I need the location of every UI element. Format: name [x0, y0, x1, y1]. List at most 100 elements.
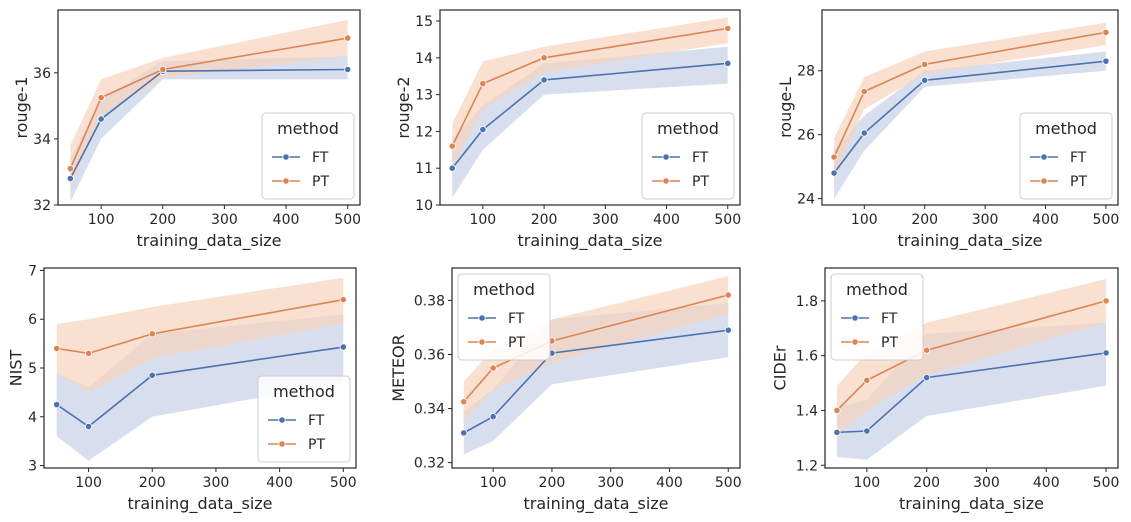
legend-swatch-marker [662, 153, 670, 161]
legend-label-ft: FT [881, 311, 898, 327]
series-line-ft [833, 60, 1107, 174]
y-tick-label: 28 [797, 64, 815, 80]
y-tick-label: 32 [33, 198, 51, 214]
data-point-ft [1102, 349, 1110, 357]
x-tick-label: 100 [75, 475, 102, 491]
legend-swatch-marker [478, 314, 486, 322]
y-tick-label: 1.2 [796, 458, 818, 474]
x-tick-label: 500 [715, 475, 742, 491]
data-point-ft [344, 65, 352, 74]
data-point-pt [724, 24, 732, 32]
data-point-ft [460, 429, 468, 437]
x-tick-label: 300 [211, 212, 238, 228]
legend-label-pt: PT [312, 174, 329, 190]
legend-title: method [657, 119, 719, 138]
legend-swatch-marker [1040, 153, 1048, 161]
data-point-ft [84, 422, 93, 431]
confidence-band-ft [836, 322, 1107, 460]
axes-frame [439, 9, 741, 206]
legend: method FT PT [457, 273, 551, 361]
data-point-ft [448, 164, 456, 172]
data-point-ft [863, 427, 871, 435]
confidence-band-pt [452, 17, 728, 169]
legend: method FT PT [830, 273, 924, 361]
data-point-pt [833, 406, 841, 415]
axes-frame [57, 9, 361, 206]
legend-label-pt: PT [308, 437, 325, 453]
legend-label-ft: FT [308, 413, 325, 429]
data-point-ft [479, 125, 487, 134]
axes-frame [824, 267, 1119, 469]
x-axis-label: training_data_size [899, 494, 1044, 514]
legend-frame [830, 273, 924, 361]
legend-swatch-marker [282, 153, 290, 161]
legend-title: method [273, 382, 335, 401]
axes-frame [821, 9, 1119, 206]
legend-label-ft: FT [312, 150, 329, 166]
series-line-ft [836, 352, 1107, 434]
x-tick-label: 200 [911, 212, 938, 228]
data-point-ft [97, 115, 105, 123]
y-tick-label: 1.4 [796, 403, 818, 419]
legend-frame [457, 273, 551, 361]
confidence-band-ft [56, 314, 344, 461]
legend: method FT PT [261, 112, 355, 200]
y-tick-label: 13 [415, 88, 433, 104]
x-tick-label: 500 [714, 212, 741, 228]
data-point-ft [53, 400, 61, 409]
data-point-pt [540, 54, 548, 62]
data-point-pt [863, 376, 871, 384]
series-line-pt [69, 37, 348, 169]
data-point-pt [448, 142, 456, 150]
legend-label-ft: FT [1070, 150, 1087, 166]
data-point-ft [921, 76, 929, 84]
x-axis-label: training_data_size [517, 231, 662, 251]
y-axis-label: rouge-1 [12, 76, 31, 138]
legend-swatch-marker [282, 177, 290, 185]
legend-label-pt: PT [881, 335, 898, 351]
series-line-ft [56, 346, 344, 428]
x-tick-label: 300 [597, 475, 624, 491]
x-tick-label: 100 [851, 212, 878, 228]
data-point-pt [344, 34, 352, 42]
data-point-ft [923, 373, 931, 382]
data-point-ft [724, 326, 732, 334]
legend-swatch-marker [278, 440, 286, 448]
y-axis-label: METEOR [389, 334, 408, 402]
data-point-pt [1102, 297, 1110, 305]
data-point-pt [479, 79, 487, 88]
data-point-pt [339, 296, 347, 304]
y-tick-label: 7 [28, 263, 37, 279]
legend-label-pt: PT [1070, 174, 1087, 190]
legend-swatch-marker [851, 314, 859, 322]
legend-label-ft: FT [692, 150, 709, 166]
y-axis-label: rouge-L [776, 77, 795, 138]
x-tick-label: 200 [913, 475, 940, 491]
data-point-pt [66, 165, 74, 173]
x-tick-label: 400 [1032, 212, 1059, 228]
data-point-pt [148, 330, 156, 338]
legend-frame [1019, 112, 1113, 200]
y-axis-label: rouge-2 [394, 76, 413, 138]
x-tick-label: 300 [973, 475, 1000, 491]
x-tick-label: 400 [266, 475, 293, 491]
y-tick-label: 26 [797, 128, 815, 144]
legend-label-pt: PT [508, 335, 525, 351]
subplot-meteor: 100 200 300 400 500 0.32 0.34 0.36 0.38 training_… [389, 267, 742, 514]
data-point-ft [830, 169, 838, 177]
x-axis-label: training_data_size [136, 231, 281, 251]
x-tick-label: 400 [656, 475, 683, 491]
data-point-pt [460, 398, 468, 406]
legend-title: method [1035, 119, 1097, 138]
data-point-ft [724, 59, 732, 67]
legend-frame [257, 375, 351, 463]
confidence-band-pt [836, 278, 1107, 436]
x-tick-label: 100 [469, 212, 496, 228]
x-axis-label: training_data_size [897, 231, 1042, 251]
y-tick-label: 0.34 [414, 402, 445, 418]
legend-title: method [277, 119, 339, 138]
y-tick-label: 36 [33, 66, 51, 82]
y-tick-label: 6 [28, 312, 37, 328]
y-tick-label: 24 [797, 192, 815, 208]
series-line-pt [836, 300, 1107, 412]
